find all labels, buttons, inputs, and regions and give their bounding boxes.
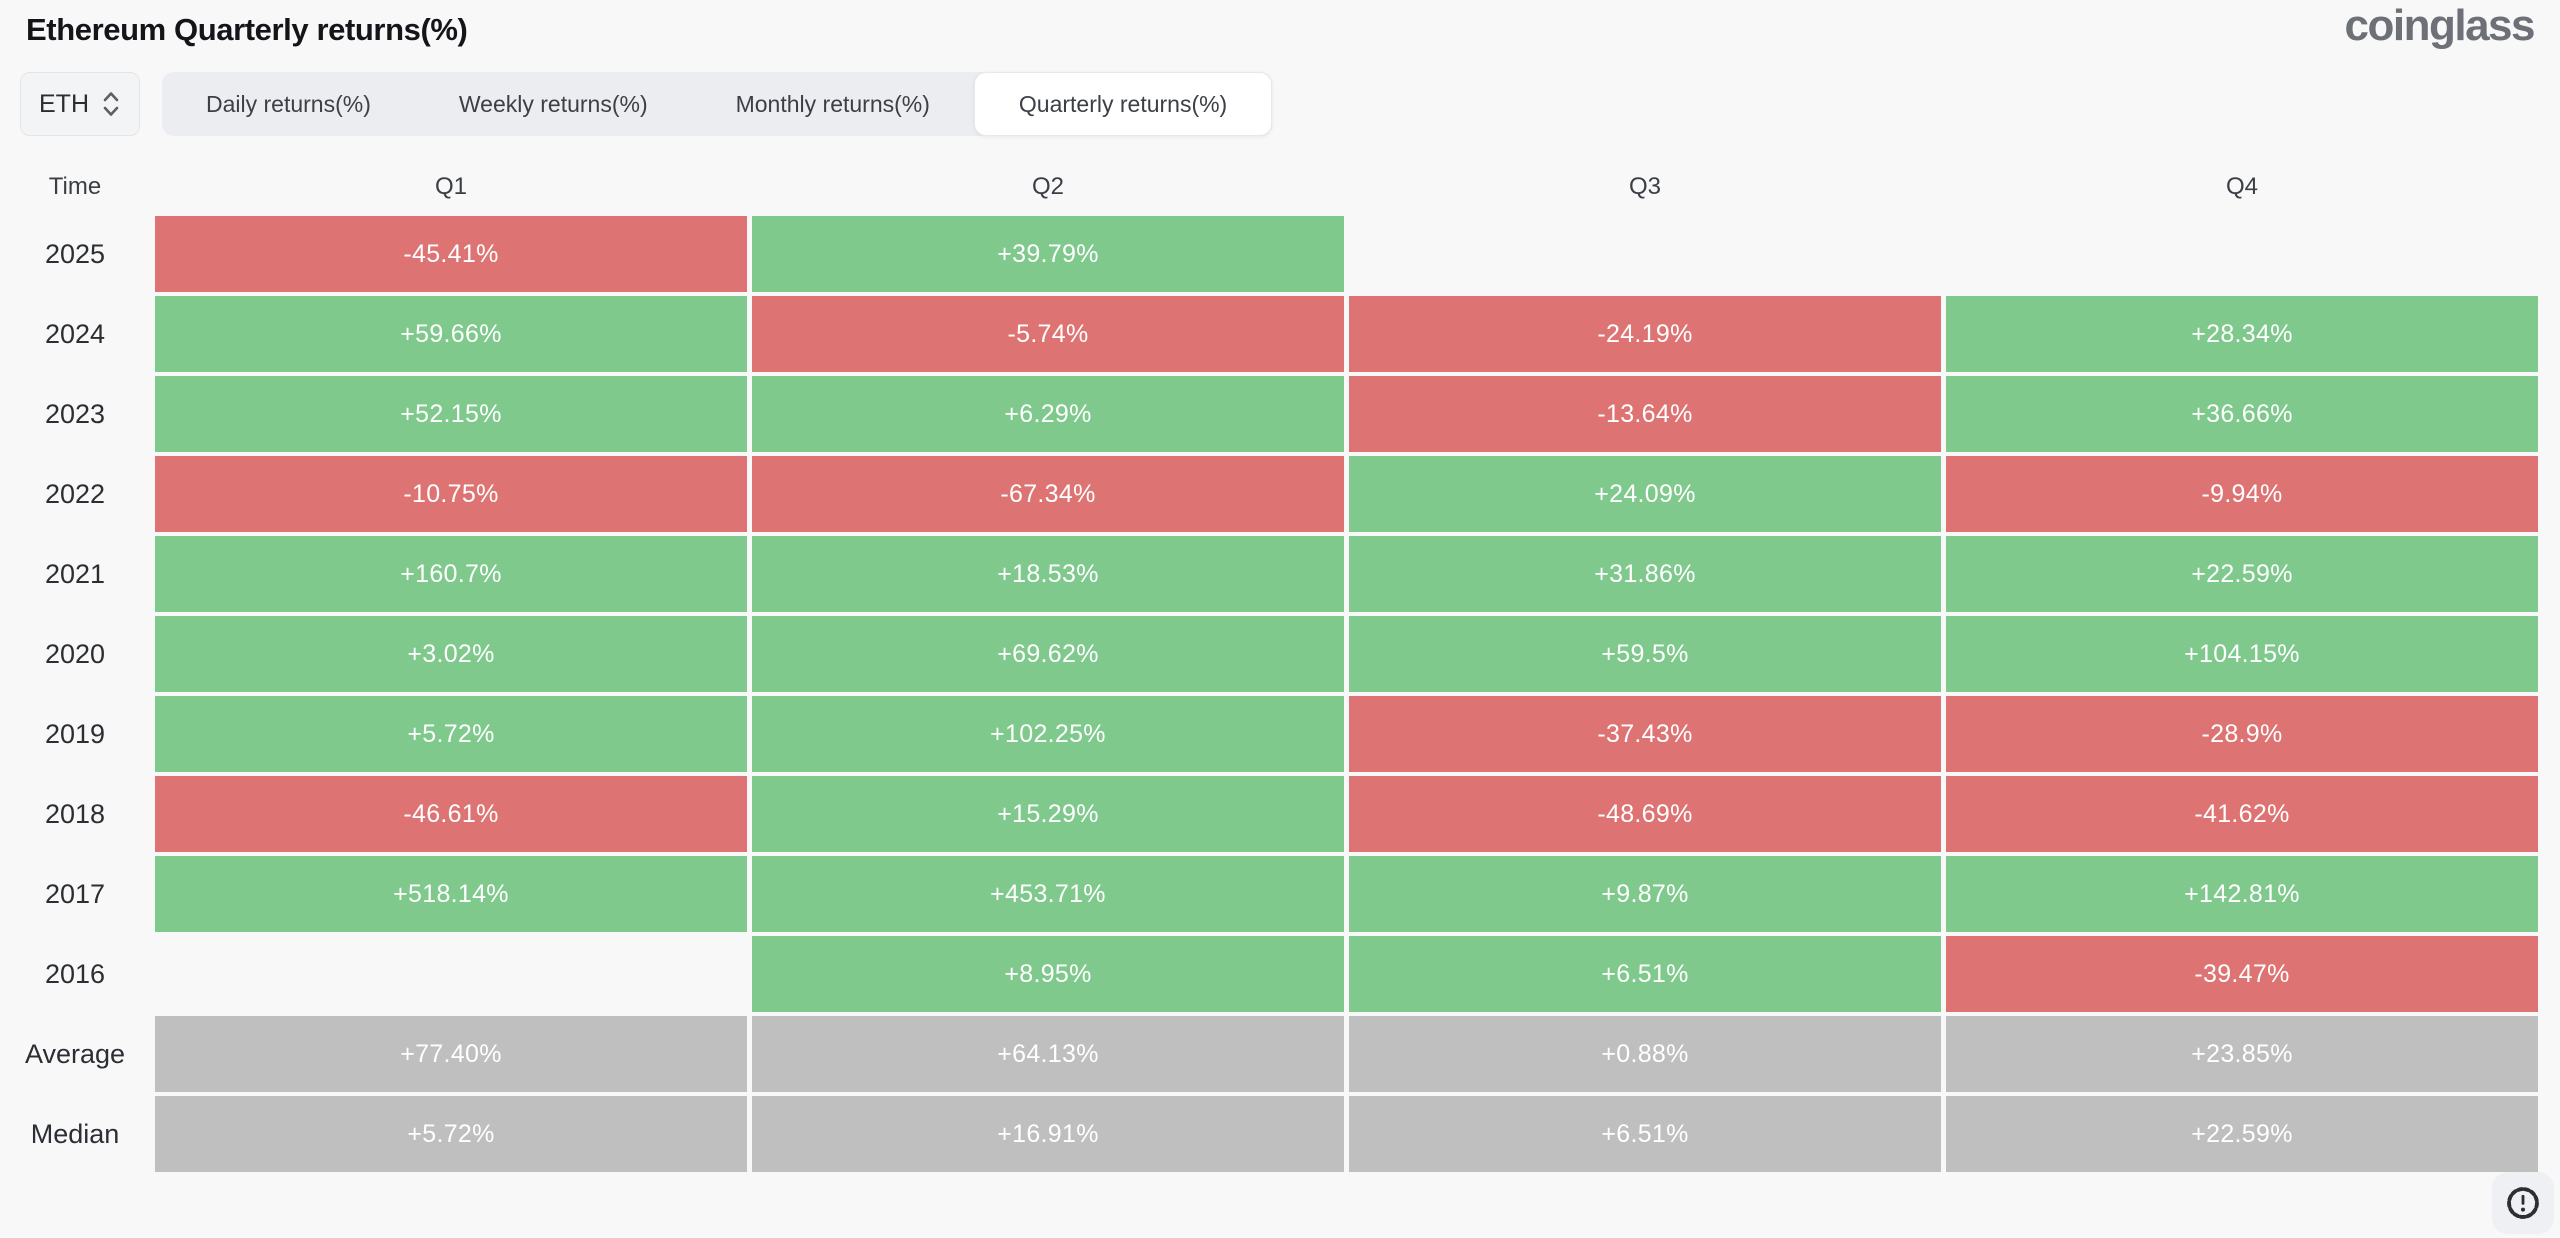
- return-cell: +31.86%: [1349, 536, 1941, 612]
- return-cell: [1349, 216, 1941, 292]
- return-cell: -5.74%: [752, 296, 1344, 372]
- controls-row: ETH Daily returns(%) Weekly returns(%) Mon…: [20, 72, 2560, 136]
- row-label: 2021: [44, 558, 106, 589]
- row-label: 2016: [44, 958, 106, 989]
- table-row-2016: 2016 +8.95% +6.51% -39.47%: [0, 936, 2538, 1012]
- return-cell: +23.85%: [1946, 1016, 2538, 1092]
- asset-selector[interactable]: ETH: [20, 72, 140, 136]
- return-cell: +59.66%: [155, 296, 747, 372]
- table-row-2021: 2021 +160.7% +18.53% +31.86% +22.59%: [0, 536, 2538, 612]
- return-cell: -28.9%: [1946, 696, 2538, 772]
- return-cell: -45.41%: [155, 216, 747, 292]
- return-cell: +104.15%: [1946, 616, 2538, 692]
- table-row-2019: 2019 +5.72% +102.25% -37.43% -28.9%: [0, 696, 2538, 772]
- row-label: 2023: [44, 398, 106, 429]
- column-header-q2: Q2: [1031, 173, 1064, 200]
- return-cell: +52.15%: [155, 376, 747, 452]
- tab-weekly-returns[interactable]: Weekly returns(%): [458, 90, 648, 117]
- return-cell: -10.75%: [155, 456, 747, 532]
- column-header-q1: Q1: [434, 173, 467, 200]
- return-cell: +18.53%: [752, 536, 1344, 612]
- return-cell: -48.69%: [1349, 776, 1941, 852]
- table-row-2024: 2024 +59.66% -5.74% -24.19% +28.34%: [0, 296, 2538, 372]
- return-cell: +22.59%: [1946, 1096, 2538, 1172]
- return-cell: [1946, 216, 2538, 292]
- tab-daily-returns[interactable]: Daily returns(%): [206, 90, 371, 117]
- return-cell: +28.34%: [1946, 296, 2538, 372]
- return-cell: +39.79%: [752, 216, 1344, 292]
- return-cell: -67.34%: [752, 456, 1344, 532]
- alert-badge-button[interactable]: [2492, 1172, 2554, 1234]
- return-cell: +0.88%: [1349, 1016, 1941, 1092]
- table-row-2022: 2022 -10.75% -67.34% +24.09% -9.94%: [0, 456, 2538, 532]
- return-cell: +77.40%: [155, 1016, 747, 1092]
- column-header-time: Time: [48, 173, 102, 200]
- return-cell: +6.29%: [752, 376, 1344, 452]
- table-row-median: Median +5.72% +16.91% +6.51% +22.59%: [0, 1096, 2538, 1172]
- return-cell: +518.14%: [155, 856, 747, 932]
- return-cell: +16.91%: [752, 1096, 1344, 1172]
- return-cell: +22.59%: [1946, 536, 2538, 612]
- return-cell: -39.47%: [1946, 936, 2538, 1012]
- return-cell: +15.29%: [752, 776, 1344, 852]
- row-label: 2025: [44, 238, 106, 269]
- return-cell: [155, 936, 747, 1012]
- return-cell: -9.94%: [1946, 456, 2538, 532]
- row-label: 2018: [44, 798, 106, 829]
- return-cell: +24.09%: [1349, 456, 1941, 532]
- return-cell: -37.43%: [1349, 696, 1941, 772]
- coinglass-logo: coinglass: [2344, 1, 2536, 50]
- return-cell: +160.7%: [155, 536, 747, 612]
- row-label: 2024: [44, 318, 106, 349]
- return-cell: +3.02%: [155, 616, 747, 692]
- table-row-2018: 2018 -46.61% +15.29% -48.69% -41.62%: [0, 776, 2538, 852]
- tab-quarterly-returns[interactable]: Quarterly returns(%): [973, 72, 1273, 136]
- return-cell: +6.51%: [1349, 936, 1941, 1012]
- quarterly-returns-table: Time Q1 Q2 Q3 Q4 2025 -45.41% +39.79% 2024 +59.6…: [0, 158, 2560, 1172]
- return-cell: +9.87%: [1349, 856, 1941, 932]
- row-label: 2017: [44, 878, 106, 909]
- returns-period-tabs: Daily returns(%) Weekly returns(%) Monthly…: [162, 72, 1273, 136]
- page-title: Ethereum Quarterly returns(%): [26, 12, 468, 47]
- return-cell: +5.72%: [155, 1096, 747, 1172]
- top-bar: Ethereum Quarterly returns(%) coinglass: [0, 0, 2560, 48]
- return-cell: +8.95%: [752, 936, 1344, 1012]
- return-cell: -41.62%: [1946, 776, 2538, 852]
- return-cell: +453.71%: [752, 856, 1344, 932]
- return-cell: -46.61%: [155, 776, 747, 852]
- return-cell: +6.51%: [1349, 1096, 1941, 1172]
- row-label: Average: [24, 1038, 126, 1069]
- return-cell: +59.5%: [1349, 616, 1941, 692]
- return-cell: +5.72%: [155, 696, 747, 772]
- return-cell: +64.13%: [752, 1016, 1344, 1092]
- table-row-average: Average +77.40% +64.13% +0.88% +23.85%: [0, 1016, 2538, 1092]
- row-label: 2020: [44, 638, 106, 669]
- table-body: 2025 -45.41% +39.79% 2024 +59.66% -5.74% -24.1…: [0, 216, 2538, 1172]
- table-header-row: Time Q1 Q2 Q3 Q4: [0, 158, 2538, 216]
- row-label: 2022: [44, 478, 106, 509]
- column-header-q3: Q3: [1628, 173, 1661, 200]
- table-row-2017: 2017 +518.14% +453.71% +9.87% +142.81%: [0, 856, 2538, 932]
- return-cell: +69.62%: [752, 616, 1344, 692]
- row-label: Median: [30, 1118, 120, 1149]
- return-cell: +36.66%: [1946, 376, 2538, 452]
- row-label: 2019: [44, 718, 106, 749]
- tab-monthly-returns[interactable]: Monthly returns(%): [735, 90, 930, 117]
- asset-selector-value: ETH: [39, 89, 89, 118]
- table-row-2020: 2020 +3.02% +69.62% +59.5% +104.15%: [0, 616, 2538, 692]
- return-cell: +102.25%: [752, 696, 1344, 772]
- return-cell: -24.19%: [1349, 296, 1941, 372]
- alert-badge-icon: [2505, 1185, 2541, 1221]
- column-header-q4: Q4: [2225, 173, 2258, 200]
- return-cell: +142.81%: [1946, 856, 2538, 932]
- table-row-2025: 2025 -45.41% +39.79%: [0, 216, 2538, 292]
- unfold-chevrons-icon: [101, 90, 121, 118]
- return-cell: -13.64%: [1349, 376, 1941, 452]
- table-row-2023: 2023 +52.15% +6.29% -13.64% +36.66%: [0, 376, 2538, 452]
